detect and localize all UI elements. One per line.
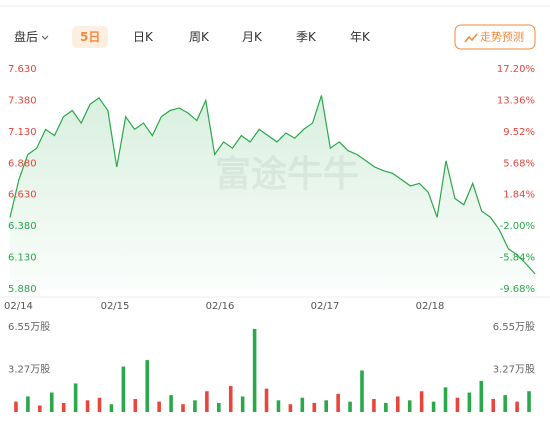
- forecast-button[interactable]: [454, 24, 536, 50]
- y-tick-label: 7.630: [8, 64, 37, 75]
- tab[interactable]: 月K: [242, 30, 263, 44]
- volume-bar: [336, 393, 340, 412]
- y-tick-label: 7.130: [8, 127, 37, 138]
- volume-bar: [240, 396, 245, 412]
- volume-bar: [264, 388, 269, 412]
- dropdown-arrow: [41, 35, 49, 40]
- y-tick-label: 6.880: [8, 158, 37, 169]
- volume-bar: [217, 402, 221, 412]
- x-tick-label: 02/18: [416, 301, 445, 312]
- volume-bar: [419, 391, 424, 412]
- volume-bar: [85, 400, 90, 412]
- volume-bar: [97, 397, 102, 412]
- y2-tick-label: -2.00%: [500, 221, 535, 232]
- volume-bar: [491, 399, 496, 412]
- volume-bar: [73, 383, 78, 412]
- volume-bar: [157, 401, 161, 412]
- volume-bar: [360, 370, 364, 412]
- y2-tick-label: 17.20%: [497, 64, 535, 75]
- volume-bar: [467, 392, 472, 412]
- y2-tick-label: 13.36%: [497, 95, 535, 106]
- y-tick-label: 6.630: [8, 190, 37, 201]
- volume-bar: [14, 401, 18, 412]
- volume-bar: [145, 360, 150, 412]
- volume-bar: [431, 401, 436, 412]
- volume-bar: [193, 400, 197, 412]
- volume-bar: [372, 399, 376, 412]
- volume-bar: [61, 402, 66, 412]
- forecast-icon: [464, 33, 478, 43]
- y2-tick-label: 5.68%: [503, 158, 535, 169]
- y-tick-label: 5.880: [8, 284, 37, 295]
- volume-bar: [324, 400, 328, 412]
- volume-bar: [288, 404, 293, 412]
- volume-bar: [38, 405, 42, 412]
- vol-tick-label: 3.27万股: [8, 364, 50, 376]
- volume-bar: [109, 404, 114, 412]
- y-tick-label: 7.380: [8, 95, 37, 106]
- tab[interactable]: 季K: [296, 30, 317, 44]
- volume-bar: [527, 391, 531, 412]
- volume-bar: [228, 386, 233, 412]
- volume-bar: [169, 395, 173, 412]
- volume-bar: [443, 387, 448, 412]
- volume-bar: [26, 396, 30, 412]
- volume-bar: [407, 400, 412, 412]
- tab[interactable]: 年K: [350, 30, 371, 44]
- price-line: [9, 95, 536, 275]
- x-tick-label: 02/16: [206, 301, 235, 312]
- volume-bar: [252, 328, 257, 412]
- vol-tick-label: 6.55万股: [493, 321, 535, 333]
- volume-bar: [455, 397, 460, 412]
- tab[interactable]: 周K: [189, 30, 210, 44]
- volume-bar: [395, 396, 400, 412]
- volume-bar: [312, 402, 317, 412]
- volume-bar: [503, 395, 507, 412]
- y-tick-label: 6.380: [8, 221, 37, 232]
- y2-tick-label: -5.84%: [500, 253, 535, 264]
- volume-bar: [479, 380, 484, 412]
- tab-selected-bg: [72, 26, 108, 48]
- volume-bar: [276, 400, 281, 412]
- x-tick-label: 02/17: [311, 301, 340, 312]
- tab[interactable]: 日K: [133, 30, 154, 44]
- volume-bar: [348, 401, 352, 412]
- y2-tick-label: -9.68%: [500, 284, 535, 295]
- price-area: [10, 95, 535, 290]
- y-tick-label: 6.130: [8, 253, 37, 264]
- vol-tick-label: 3.27万股: [493, 364, 535, 376]
- volume-bar: [133, 399, 138, 412]
- tab[interactable]: 5日: [80, 30, 100, 44]
- y2-tick-label: 9.52%: [503, 127, 535, 138]
- volume-bar: [205, 391, 209, 412]
- x-tick-label: 02/14: [4, 301, 33, 312]
- volume-bar: [121, 366, 126, 412]
- volume-bar: [384, 402, 388, 412]
- volume-bar: [515, 401, 519, 412]
- tab[interactable]: 盘后: [14, 29, 38, 44]
- vol-tick-label: 6.55万股: [8, 321, 50, 333]
- volume-bar: [49, 392, 54, 412]
- x-tick-label: 02/15: [101, 301, 130, 312]
- forecast-label[interactable]: 走势预测: [480, 31, 524, 44]
- volume-bar: [181, 404, 185, 412]
- y2-tick-label: 1.84%: [503, 190, 535, 201]
- volume-bar: [300, 397, 305, 412]
